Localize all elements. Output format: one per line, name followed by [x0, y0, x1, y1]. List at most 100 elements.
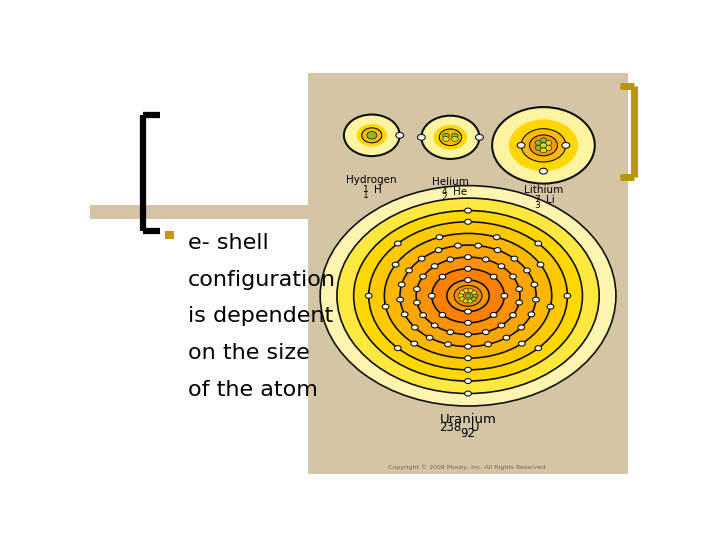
- Circle shape: [463, 299, 469, 303]
- Text: Helium: Helium: [432, 177, 469, 187]
- Circle shape: [384, 233, 552, 358]
- Circle shape: [529, 135, 557, 156]
- Circle shape: [518, 341, 525, 346]
- Circle shape: [540, 148, 546, 153]
- Circle shape: [396, 132, 404, 138]
- Circle shape: [432, 269, 504, 323]
- Circle shape: [447, 280, 490, 312]
- Circle shape: [354, 211, 582, 381]
- Circle shape: [540, 138, 546, 143]
- Circle shape: [510, 274, 516, 279]
- Circle shape: [533, 297, 539, 302]
- Circle shape: [420, 274, 426, 279]
- Circle shape: [451, 133, 458, 138]
- Circle shape: [418, 134, 426, 140]
- Circle shape: [426, 335, 433, 340]
- Circle shape: [475, 243, 482, 248]
- Circle shape: [397, 297, 403, 302]
- Text: is dependent: is dependent: [188, 306, 333, 326]
- Circle shape: [475, 134, 483, 140]
- Circle shape: [433, 125, 467, 150]
- Circle shape: [420, 313, 426, 318]
- Circle shape: [482, 329, 489, 335]
- Text: 238: 238: [439, 421, 462, 434]
- Text: of the atom: of the atom: [188, 380, 318, 400]
- Circle shape: [464, 344, 472, 349]
- Bar: [307, 73, 629, 474]
- Text: 7: 7: [534, 195, 540, 204]
- Circle shape: [547, 304, 554, 309]
- Circle shape: [398, 282, 405, 287]
- Circle shape: [459, 291, 465, 295]
- Circle shape: [501, 293, 508, 298]
- Circle shape: [464, 208, 472, 213]
- Circle shape: [451, 137, 458, 141]
- Circle shape: [545, 145, 552, 150]
- Circle shape: [464, 219, 472, 224]
- Circle shape: [490, 313, 497, 318]
- Text: He: He: [453, 187, 467, 197]
- Circle shape: [454, 286, 482, 306]
- Text: Uranium: Uranium: [440, 413, 497, 426]
- Text: 1: 1: [363, 192, 369, 200]
- Circle shape: [490, 274, 497, 279]
- Circle shape: [516, 300, 523, 305]
- Circle shape: [498, 323, 505, 328]
- Circle shape: [356, 124, 387, 146]
- Text: U: U: [471, 421, 480, 434]
- Text: Lithium: Lithium: [524, 185, 563, 195]
- Circle shape: [467, 299, 473, 303]
- Circle shape: [523, 268, 531, 273]
- Circle shape: [418, 256, 425, 261]
- Circle shape: [400, 245, 536, 347]
- Text: configuration: configuration: [188, 270, 336, 290]
- Circle shape: [545, 140, 552, 145]
- Circle shape: [395, 241, 401, 246]
- Circle shape: [464, 278, 472, 282]
- Circle shape: [540, 143, 546, 148]
- Circle shape: [447, 257, 454, 262]
- Circle shape: [447, 329, 454, 335]
- Circle shape: [472, 294, 478, 298]
- Circle shape: [535, 140, 541, 145]
- Text: Copyright © 2009 Mosby, Inc. All Rights Reserved.: Copyright © 2009 Mosby, Inc. All Rights …: [388, 464, 548, 470]
- Text: 4: 4: [441, 187, 447, 196]
- Circle shape: [531, 282, 538, 287]
- Circle shape: [401, 312, 408, 317]
- Circle shape: [454, 243, 462, 248]
- Circle shape: [464, 391, 472, 396]
- Circle shape: [431, 323, 438, 328]
- Circle shape: [535, 145, 541, 150]
- Circle shape: [366, 132, 377, 139]
- Circle shape: [471, 297, 477, 301]
- Circle shape: [492, 107, 595, 184]
- Circle shape: [528, 312, 535, 317]
- Circle shape: [535, 241, 541, 246]
- Circle shape: [320, 186, 616, 406]
- Circle shape: [465, 294, 471, 298]
- Circle shape: [439, 274, 446, 279]
- Circle shape: [521, 129, 566, 162]
- Circle shape: [564, 293, 571, 298]
- Circle shape: [411, 341, 418, 346]
- Circle shape: [518, 325, 525, 330]
- Circle shape: [439, 129, 462, 146]
- Circle shape: [464, 356, 472, 361]
- Circle shape: [406, 268, 413, 273]
- Circle shape: [493, 235, 500, 240]
- Bar: [166, 231, 174, 239]
- Circle shape: [421, 116, 480, 159]
- Circle shape: [344, 114, 400, 156]
- Circle shape: [416, 257, 520, 334]
- Circle shape: [431, 264, 438, 269]
- Circle shape: [458, 294, 464, 298]
- Circle shape: [445, 342, 451, 347]
- Circle shape: [467, 288, 473, 293]
- Circle shape: [459, 297, 465, 301]
- Circle shape: [464, 266, 472, 271]
- Circle shape: [463, 288, 469, 293]
- Circle shape: [539, 168, 547, 174]
- Circle shape: [435, 248, 442, 253]
- Circle shape: [464, 379, 472, 383]
- Text: 1: 1: [363, 185, 369, 194]
